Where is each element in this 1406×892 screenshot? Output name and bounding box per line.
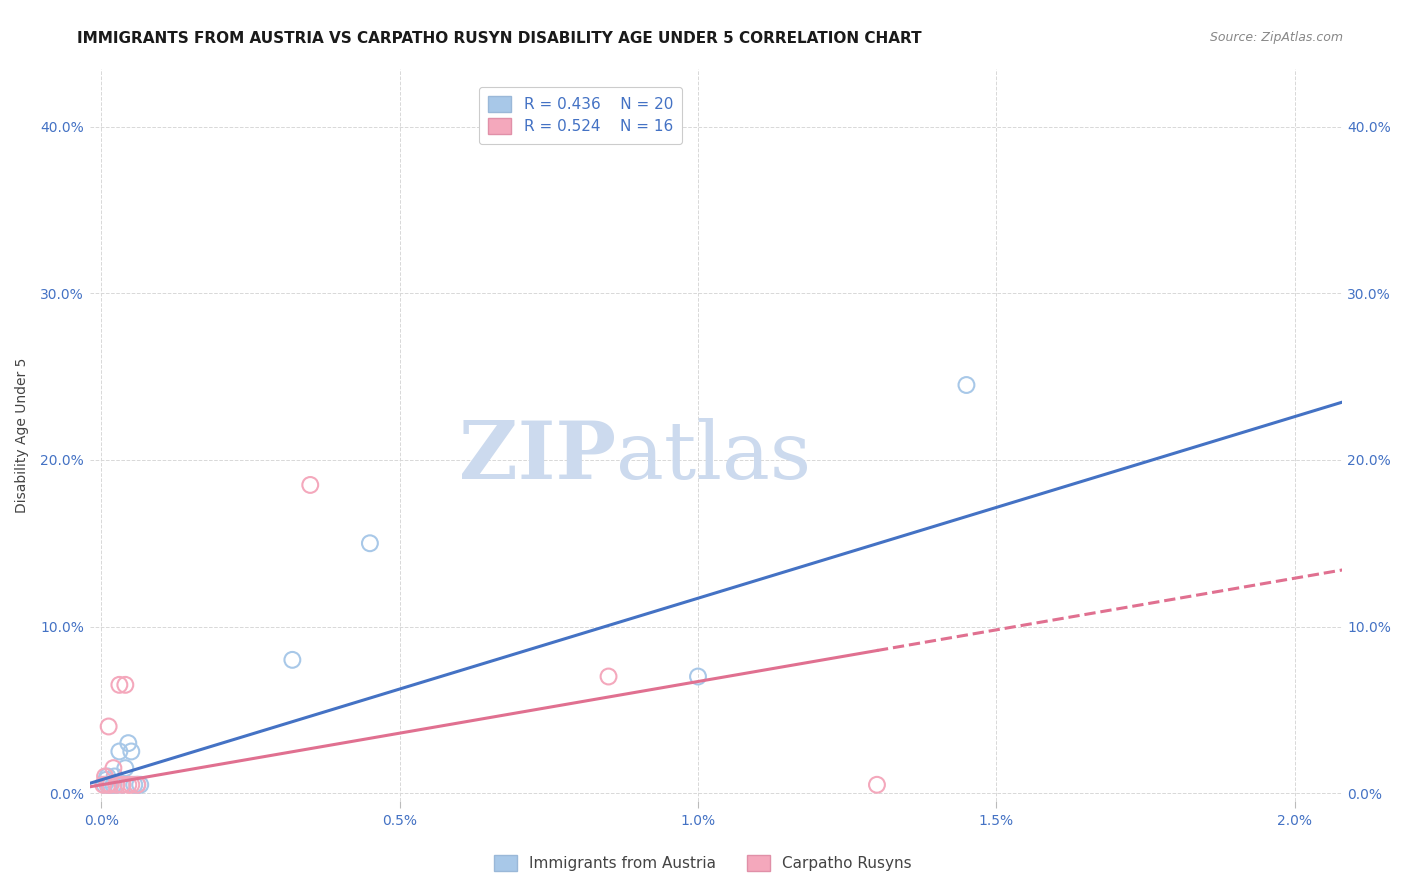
Point [111,778,134,792]
Point [955,378,977,392]
Point [96,772,118,787]
Point [359,536,381,550]
Point [97,719,120,733]
Point [866,778,889,792]
Point [104,769,127,783]
Point [299,478,322,492]
Text: atlas: atlas [616,418,811,496]
Point [94,769,117,783]
Point [127,778,149,792]
Point [100,778,122,792]
Point [281,653,304,667]
Point [105,778,128,792]
Point [91,778,114,792]
Point [96,769,118,783]
Y-axis label: Disability Age Under 5: Disability Age Under 5 [15,358,30,513]
Text: IMMIGRANTS FROM AUSTRIA VS CARPATHO RUSYN DISABILITY AGE UNDER 5 CORRELATION CHA: IMMIGRANTS FROM AUSTRIA VS CARPATHO RUSY… [77,31,922,46]
Legend: Immigrants from Austria, Carpatho Rusyns: Immigrants from Austria, Carpatho Rusyns [488,849,918,877]
Point [120,778,142,792]
Point [103,778,125,792]
Point [117,778,139,792]
Point [129,778,152,792]
Point [598,669,620,683]
Point [114,678,136,692]
Point [117,736,139,750]
Point [93,778,115,792]
Point [103,761,125,775]
Point [105,778,128,792]
Point [96,778,118,792]
Point [97,778,120,792]
Point [686,669,709,683]
Text: ZIP: ZIP [458,418,616,496]
Point [120,744,142,758]
Point [108,678,131,692]
Point [108,744,131,758]
Point [114,761,136,775]
Point [100,778,122,792]
Text: Source: ZipAtlas.com: Source: ZipAtlas.com [1209,31,1343,45]
Point [124,778,146,792]
Legend: R = 0.436    N = 20, R = 0.524    N = 16: R = 0.436 N = 20, R = 0.524 N = 16 [479,87,682,144]
Point [111,778,134,792]
Point [127,778,149,792]
